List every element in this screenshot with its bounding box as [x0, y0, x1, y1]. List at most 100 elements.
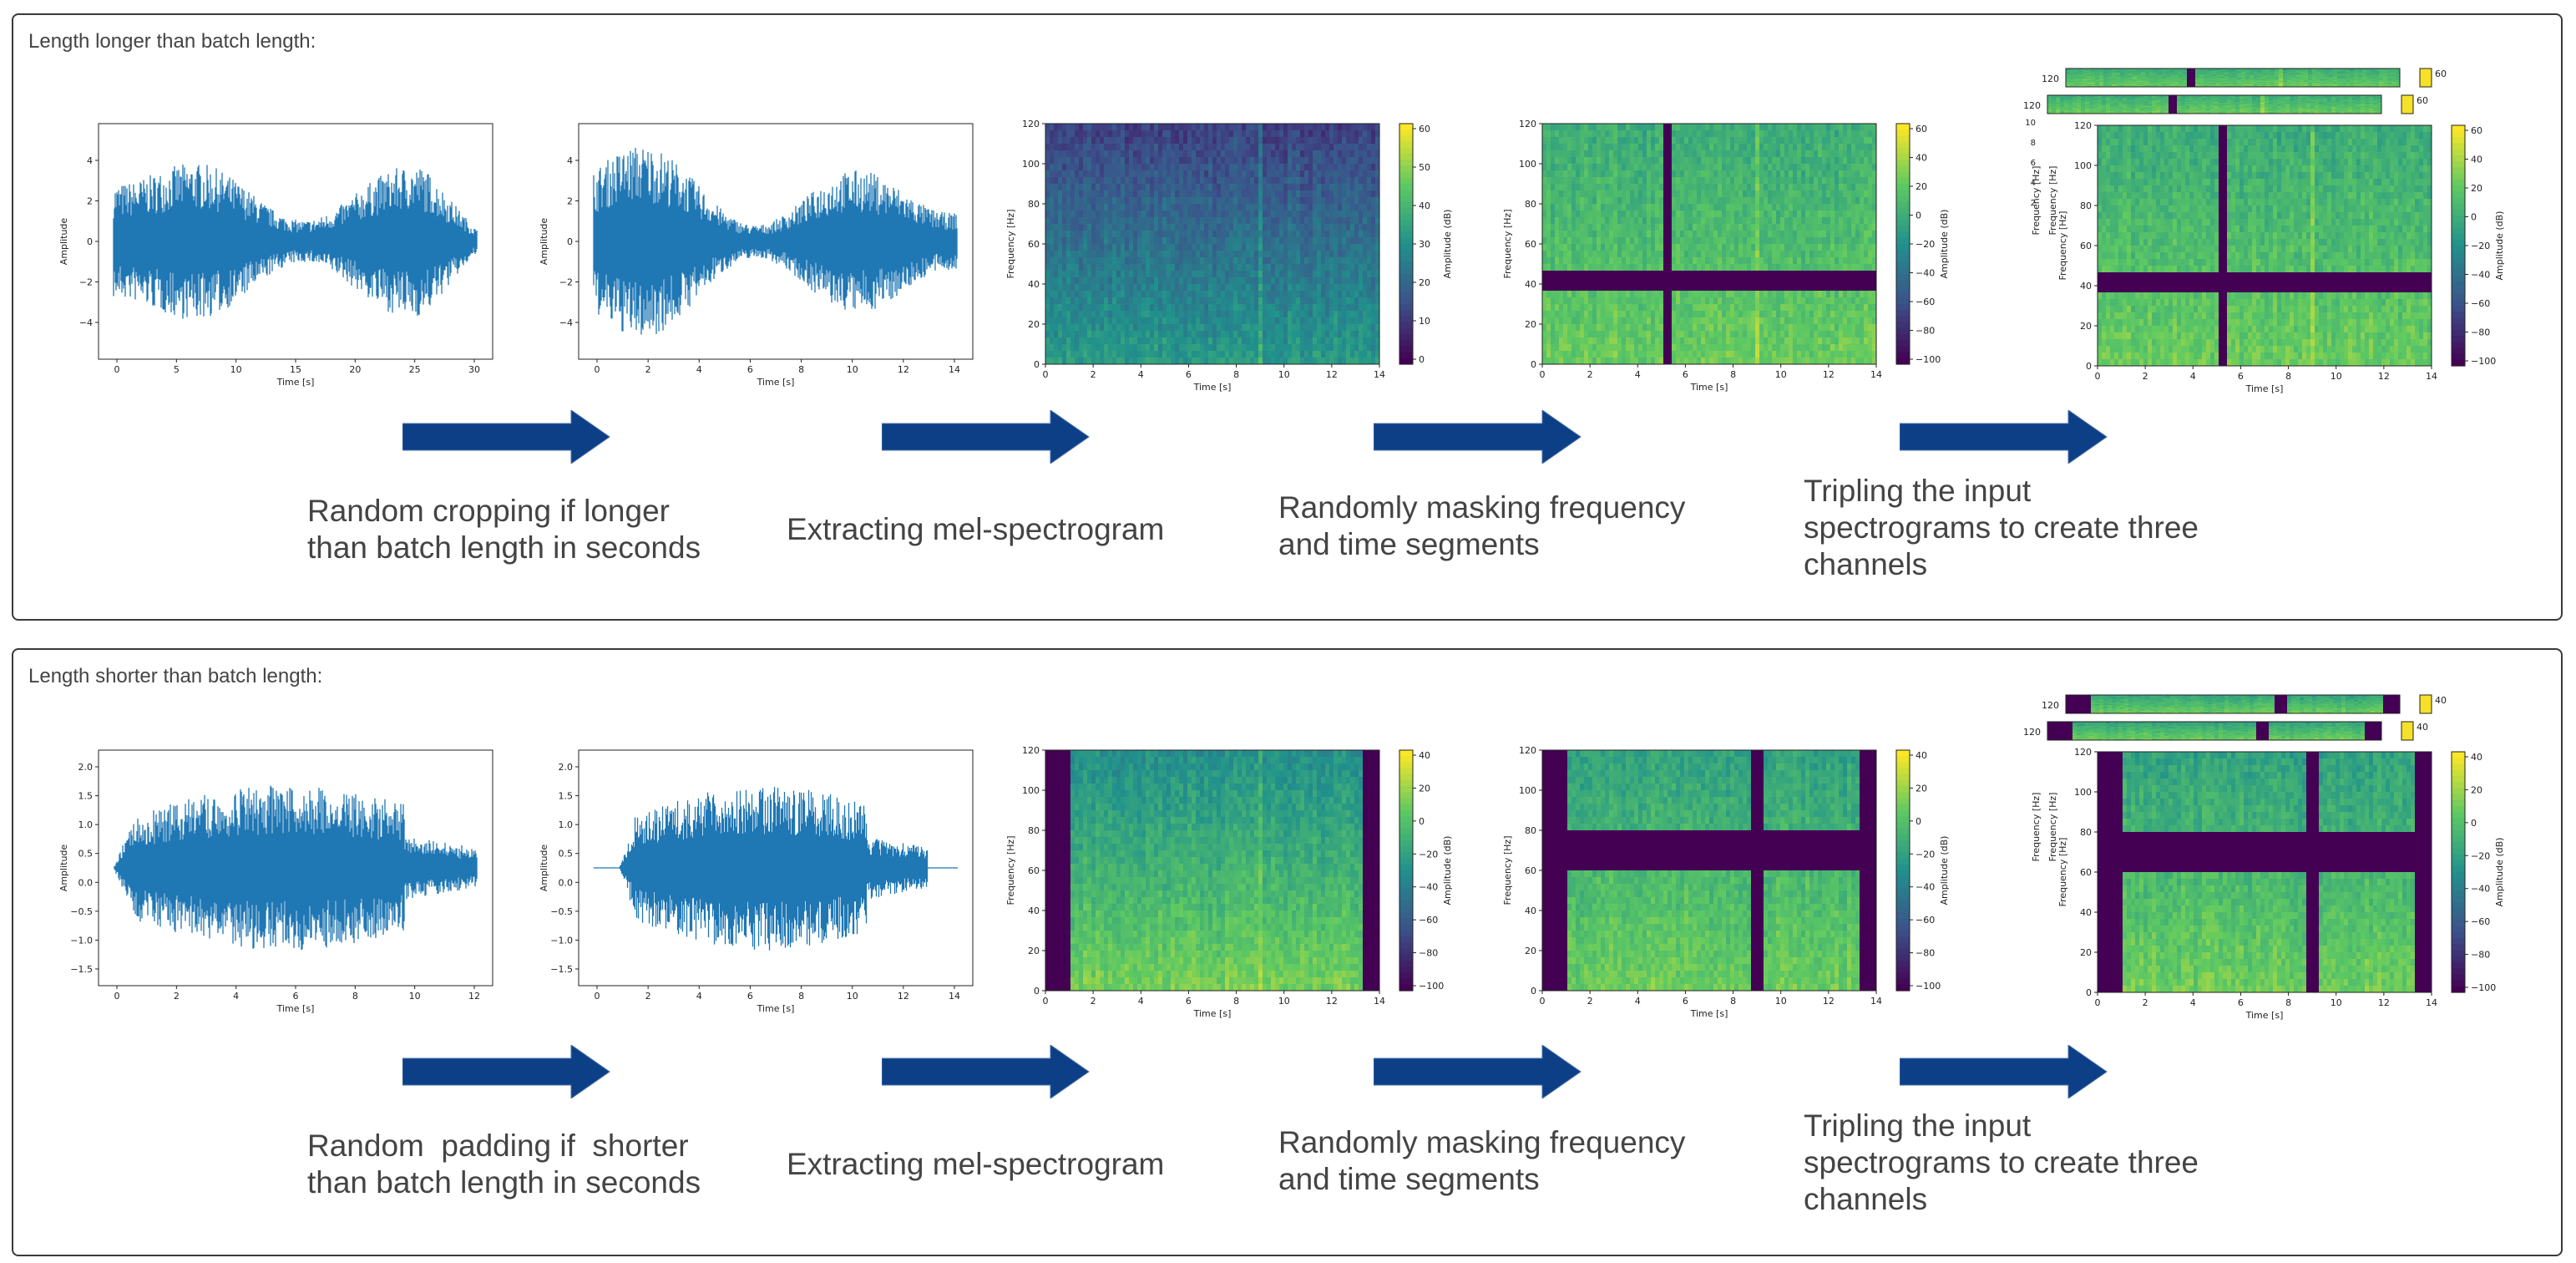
- tick-label: 0: [1540, 369, 1546, 380]
- tick-label: 30: [468, 364, 480, 375]
- colorbar-band: [1399, 846, 1413, 853]
- colorbar-band: [1896, 286, 1910, 293]
- colorbar-band: [2452, 185, 2465, 192]
- tick-label: 4: [696, 991, 702, 1002]
- x-axis-label: Time [s]: [2245, 383, 2284, 394]
- colorbar-band: [1896, 894, 1910, 901]
- colorbar-band: [2452, 788, 2465, 794]
- layer-colorbar: [2401, 94, 2414, 114]
- tick-label: 1.5: [559, 791, 574, 802]
- colorbar-label: Amplitude (dB): [1939, 210, 1950, 279]
- colorbar-band: [2452, 914, 2465, 921]
- colorbar-band: [1896, 942, 1910, 950]
- colorbar-band: [1896, 900, 1910, 907]
- tick-label: 80: [1525, 199, 1536, 210]
- colorbar-band: [1399, 774, 1413, 781]
- y-axis-label: Frequency [Hz]: [1005, 836, 1016, 905]
- colorbar-band: [2452, 835, 2465, 843]
- layer-colorbar: [2419, 694, 2432, 714]
- colorbar-band: [1896, 237, 1910, 245]
- colorbar-band: [2452, 865, 2465, 873]
- colorbar-band: [1399, 286, 1413, 293]
- colorbar-band: [2452, 251, 2465, 258]
- y-axis-label: Frequency [Hz]: [1502, 210, 1513, 279]
- colorbar-band: [2452, 227, 2465, 235]
- colorbar-band: [2452, 782, 2465, 789]
- colorbar-band: [2452, 824, 2465, 831]
- step-label-tripling: Tripling the input spectrograms to creat…: [1804, 1108, 2199, 1218]
- stacked-spectrogram-layer: 120 40: [2023, 721, 2428, 741]
- x-axis-label: Time [s]: [757, 377, 795, 388]
- tick-label: 6: [1683, 996, 1688, 1007]
- tick-label: 5: [174, 364, 180, 375]
- colorbar-band: [2452, 890, 2465, 897]
- tick-label: 12: [898, 364, 909, 375]
- tick-label: 60: [1419, 124, 1430, 134]
- tick-label: 2: [87, 196, 93, 207]
- tick-label: 40: [1419, 750, 1430, 761]
- spectrogram-image: [2047, 95, 2382, 114]
- spectrogram-image: [2098, 125, 2432, 367]
- colorbar-band: [1896, 924, 1910, 931]
- spectrogram-image: [1542, 750, 1877, 992]
- colorbar-band: [1896, 966, 1910, 973]
- tick-label: −80: [2471, 327, 2490, 338]
- layer-frame: [2065, 694, 2401, 714]
- tick-label: 60: [1028, 239, 1040, 250]
- colorbar-band: [2452, 137, 2465, 145]
- colorbar-band: [1399, 267, 1413, 275]
- step-label-tripling: Tripling the input spectrograms to creat…: [1804, 473, 2199, 583]
- colorbar-band: [1896, 292, 1910, 299]
- tick-label: 8: [1730, 996, 1736, 1007]
- y-axis-label: Amplitude: [58, 845, 69, 892]
- colorbar-band: [1896, 876, 1910, 883]
- tick-label: 40: [2435, 695, 2447, 706]
- tick-label: −1.0: [70, 935, 93, 946]
- colorbar-band: [2452, 763, 2465, 771]
- tick-label: −20: [1419, 849, 1438, 860]
- tick-label: 14: [2426, 371, 2437, 382]
- spectrogram-image: [1045, 124, 1380, 365]
- colorbar-band: [1399, 177, 1413, 185]
- colorbar-band: [1399, 297, 1413, 305]
- colorbar-band: [1399, 250, 1413, 256]
- tick-label: 4: [2190, 371, 2196, 382]
- colorbar-band: [2452, 216, 2465, 222]
- colorbar-band: [1399, 762, 1413, 769]
- colorbar-band: [2452, 209, 2465, 216]
- tick-label: 8: [798, 991, 804, 1002]
- colorbar-band: [1399, 786, 1413, 793]
- colorbar-band: [1896, 870, 1910, 877]
- tick-label: 0: [2086, 361, 2092, 372]
- colorbar-band: [1399, 870, 1413, 877]
- y-axis-label: Frequency [Hz]: [2057, 838, 2068, 907]
- colorbar-band: [1896, 184, 1910, 190]
- tick-label: −40: [1916, 268, 1935, 279]
- colorbar-band: [2452, 125, 2465, 132]
- colorbar-band: [1896, 231, 1910, 239]
- colorbar-label: Amplitude (dB): [1442, 836, 1453, 905]
- colorbar-band: [1399, 912, 1413, 920]
- y-axis-label-stacked: Frequency [Hz]: [2031, 793, 2042, 862]
- tick-label: −40: [1916, 882, 1935, 893]
- waveform-padded-plot: 0 2 4 6 8 10 12 14 2.0 1.5 1.0 0.5 0.0 −0.5 −1.0 −1.5 Ti…: [539, 749, 974, 1014]
- colorbar-band: [1896, 207, 1910, 215]
- tick-label: 2: [1091, 369, 1096, 380]
- tick-label: 2.0: [78, 762, 94, 773]
- tick-label: −60: [1419, 915, 1438, 926]
- tick-label: 20: [1028, 319, 1040, 330]
- colorbar-band: [1896, 334, 1910, 341]
- colorbar: 60 50 40 30 20 10 0 Amplitude (dB): [1399, 123, 1453, 365]
- tick-label: 20: [1525, 319, 1536, 330]
- waveform-line: [114, 785, 478, 951]
- tick-label: 60: [2471, 125, 2482, 136]
- tick-label: 4: [1635, 369, 1641, 380]
- tick-label: 4: [1138, 996, 1144, 1007]
- colorbar-band: [1399, 304, 1413, 311]
- tick-label: 0: [567, 236, 573, 247]
- tick-label: 4: [696, 364, 702, 375]
- colorbar-band: [1896, 852, 1910, 860]
- tick-label: 14: [2426, 997, 2437, 1008]
- tick-label: 40: [1525, 905, 1536, 916]
